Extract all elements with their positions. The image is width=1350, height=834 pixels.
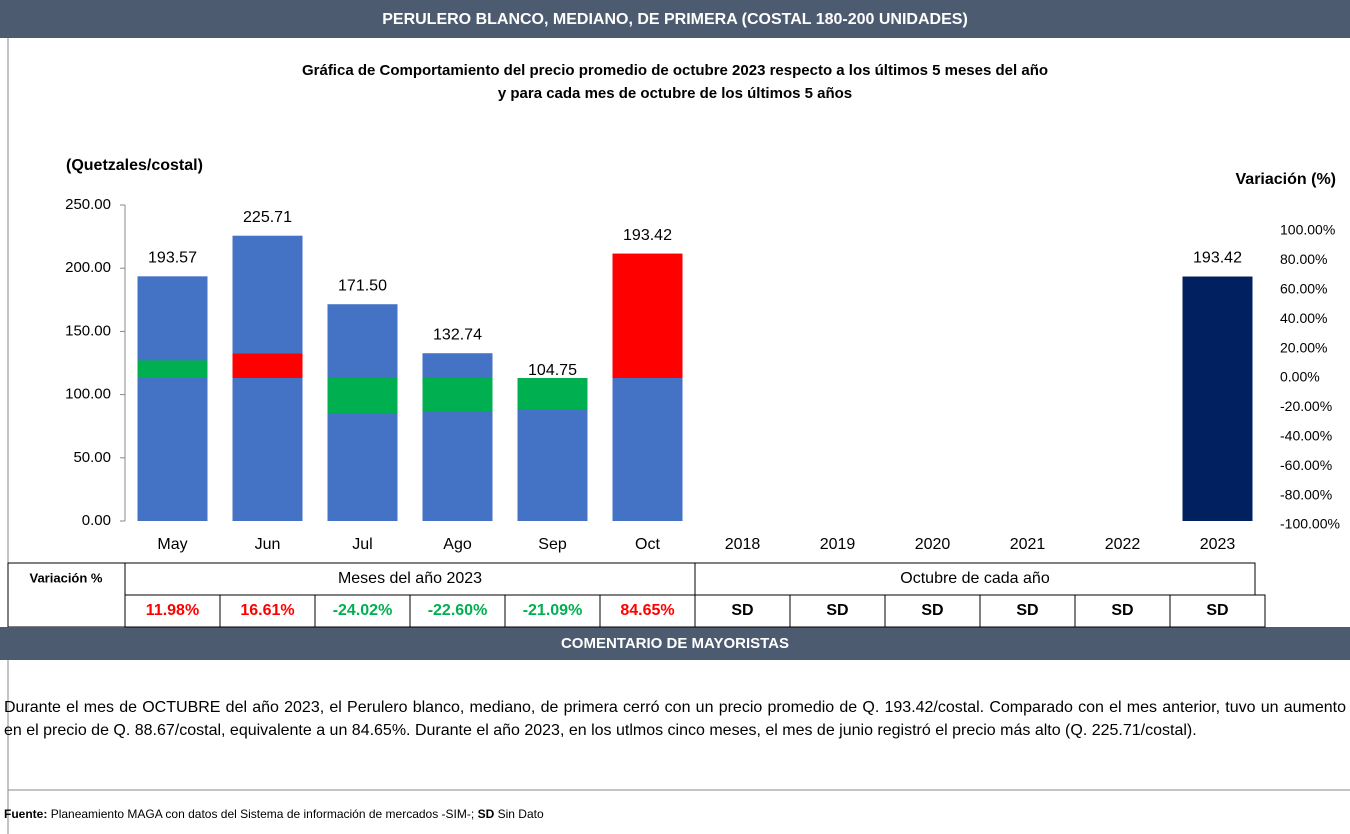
header-bar bbox=[0, 0, 1350, 38]
data-label: 171.50 bbox=[338, 277, 387, 294]
variation-bar bbox=[422, 378, 493, 412]
x-tick-label: Sep bbox=[538, 536, 567, 553]
comment-bar bbox=[0, 627, 1350, 660]
y-tick-label: 150.00 bbox=[65, 322, 111, 339]
variation-bar bbox=[517, 378, 588, 410]
data-label: 132.74 bbox=[433, 326, 482, 343]
table-row-label: Variación % bbox=[30, 570, 103, 585]
y2-tick-label: 60.00% bbox=[1280, 281, 1327, 297]
table-cell bbox=[1169, 594, 1266, 628]
y2-tick-label: -100.00% bbox=[1280, 516, 1340, 532]
variation-label: SD bbox=[1206, 602, 1228, 619]
x-tick-label: 2023 bbox=[1200, 536, 1236, 553]
table-cell bbox=[979, 594, 1076, 628]
bar bbox=[232, 235, 303, 521]
y2-tick-label: 20.00% bbox=[1280, 339, 1327, 355]
y2-tick-label: 0.00% bbox=[1280, 369, 1320, 385]
x-tick-label: 2021 bbox=[1010, 536, 1046, 553]
table-cell bbox=[599, 594, 696, 628]
y2-tick-label: 100.00% bbox=[1280, 222, 1335, 238]
table-group: Octubre de cada año bbox=[900, 570, 1050, 587]
bar bbox=[137, 276, 208, 521]
data-label: 193.42 bbox=[1193, 250, 1242, 267]
variation-bar bbox=[612, 253, 683, 378]
bar bbox=[517, 388, 588, 521]
y2-tick-label: 40.00% bbox=[1280, 310, 1327, 326]
x-tick-label: Jun bbox=[255, 536, 281, 553]
table-cell bbox=[694, 594, 791, 628]
y2-tick-label: -60.00% bbox=[1280, 457, 1332, 473]
source-abbr-text: Sin Dato bbox=[497, 807, 544, 821]
variation-label: 11.98% bbox=[146, 602, 199, 619]
y-tick-label: 0.00 bbox=[82, 512, 111, 529]
data-label: 104.75 bbox=[528, 362, 577, 379]
table-cell bbox=[409, 594, 506, 628]
x-tick-label: Ago bbox=[443, 536, 472, 553]
y-tick-label: 250.00 bbox=[65, 196, 111, 213]
bar bbox=[1182, 276, 1253, 521]
source: Fuente: Planeamiento MAGA con datos del … bbox=[4, 807, 544, 821]
variation-label: 84.65% bbox=[620, 602, 674, 619]
y-tick-label: 200.00 bbox=[65, 259, 111, 276]
data-label: 193.42 bbox=[623, 227, 672, 244]
variation-label: SD bbox=[1016, 602, 1038, 619]
source-abbr: SD bbox=[477, 807, 495, 821]
variation-bar bbox=[232, 353, 303, 378]
x-tick-label: Oct bbox=[635, 536, 660, 553]
variation-bar bbox=[137, 360, 208, 378]
x-tick-label: 2022 bbox=[1105, 536, 1141, 553]
y2-tick-label: 80.00% bbox=[1280, 251, 1327, 267]
variation-label: SD bbox=[731, 602, 753, 619]
y-tick-label: 50.00 bbox=[73, 449, 111, 466]
table-group-cell bbox=[694, 562, 1256, 596]
variation-label: -21.09% bbox=[523, 602, 583, 619]
chart-title: Gráfica de Comportamiento del precio pro… bbox=[302, 62, 1048, 79]
header-title: PERULERO BLANCO, MEDIANO, DE PRIMERA (CO… bbox=[382, 11, 968, 28]
y2-tick-label: -40.00% bbox=[1280, 428, 1332, 444]
table-cell bbox=[1074, 594, 1171, 628]
variation-label: SD bbox=[826, 602, 848, 619]
variation-bar bbox=[327, 378, 398, 414]
y-axis-label: (Quetzales/costal) bbox=[66, 157, 203, 174]
y2-tick-label: -20.00% bbox=[1280, 398, 1332, 414]
table-cell bbox=[884, 594, 981, 628]
y2-tick-label: -80.00% bbox=[1280, 486, 1332, 502]
table-group: Meses del año 2023 bbox=[338, 570, 482, 587]
comment-text: Durante el mes de OCTUBRE del año 2023, … bbox=[4, 699, 1346, 739]
data-label: 193.57 bbox=[148, 250, 197, 267]
variation-label: -22.60% bbox=[428, 602, 488, 619]
table-row-label-cell bbox=[7, 562, 126, 628]
table-cell bbox=[124, 594, 221, 628]
variation-label: SD bbox=[921, 602, 943, 619]
variation-label: -24.02% bbox=[333, 602, 393, 619]
chart-subtitle: y para cada mes de octubre de los último… bbox=[498, 85, 852, 102]
table-cell bbox=[504, 594, 601, 628]
y-tick-label: 100.00 bbox=[65, 386, 111, 403]
comment-title: COMENTARIO DE MAYORISTAS bbox=[561, 635, 789, 652]
x-tick-label: Jul bbox=[352, 536, 372, 553]
table-cell bbox=[789, 594, 886, 628]
y2-axis-label: Variación (%) bbox=[1236, 171, 1336, 188]
source-text: Planeamiento MAGA con datos del Sistema … bbox=[50, 807, 475, 821]
x-tick-label: 2020 bbox=[915, 536, 951, 553]
x-tick-label: May bbox=[157, 536, 187, 553]
x-tick-label: 2018 bbox=[725, 536, 761, 553]
variation-label: 16.61% bbox=[240, 602, 294, 619]
source-label: Fuente: bbox=[4, 807, 48, 821]
variation-label: SD bbox=[1111, 602, 1133, 619]
x-tick-label: 2019 bbox=[820, 536, 856, 553]
data-label: 225.71 bbox=[243, 209, 292, 226]
